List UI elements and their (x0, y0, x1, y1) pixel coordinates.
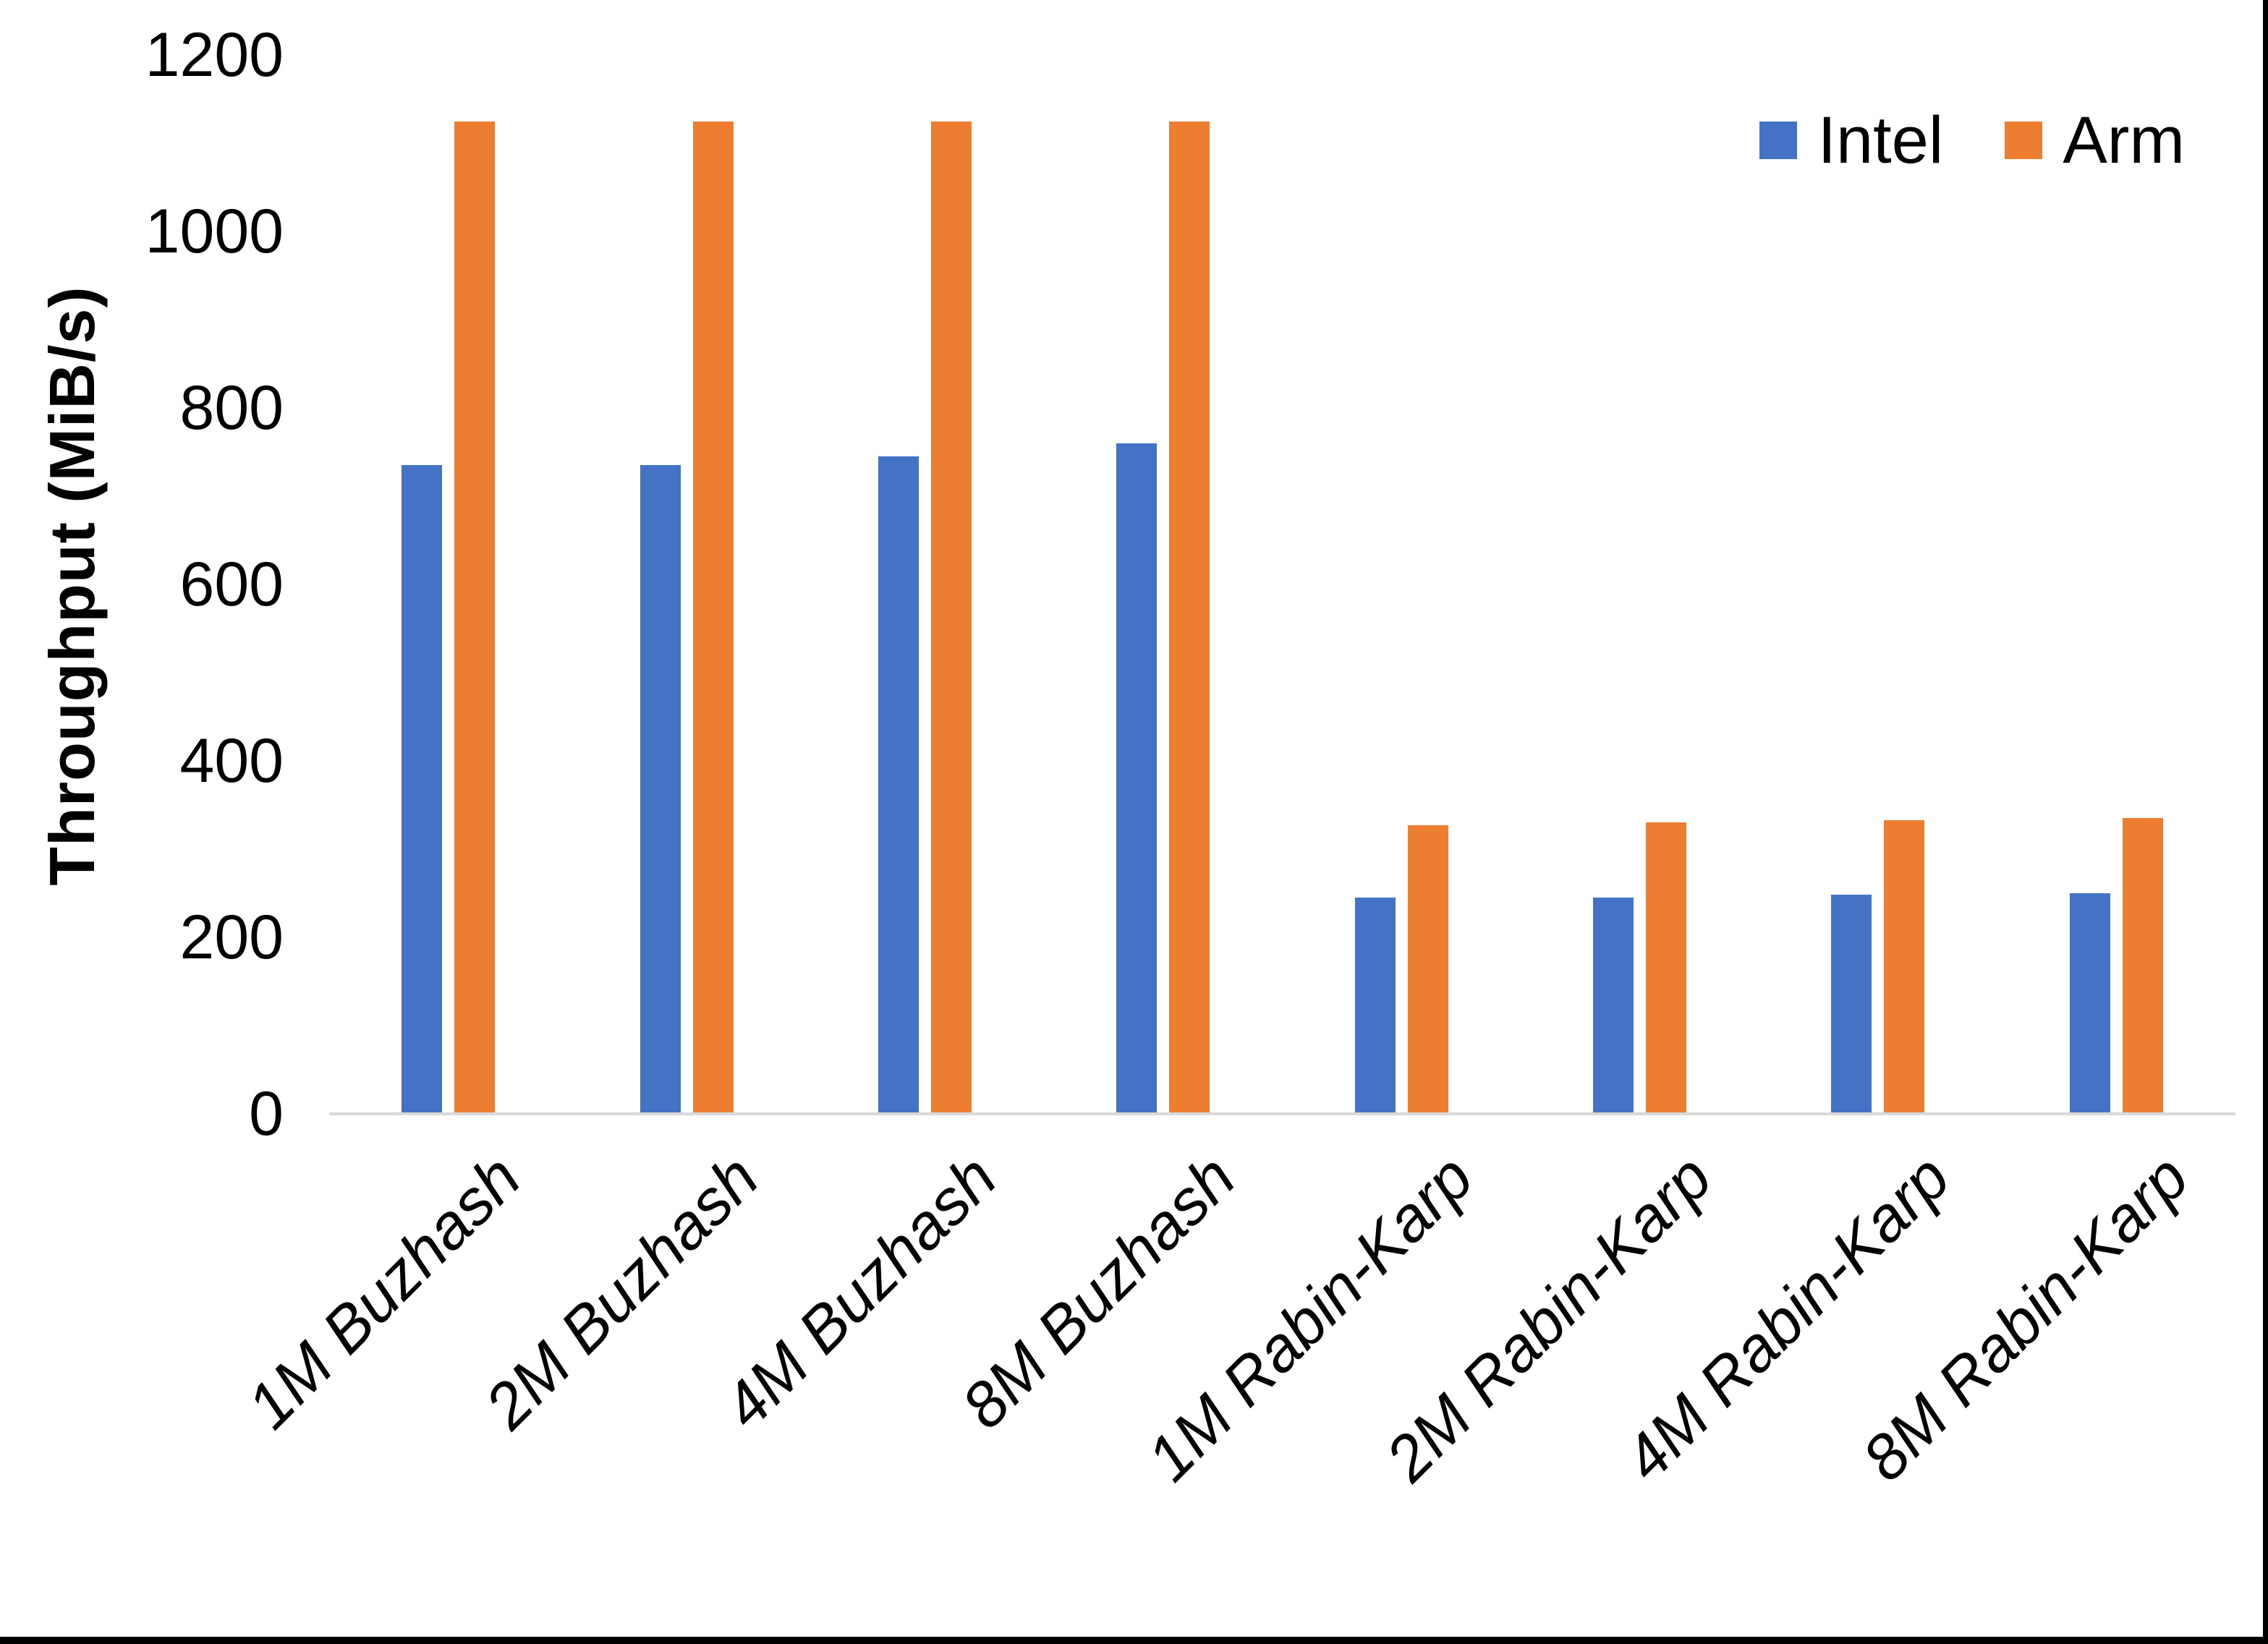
legend-swatch-icon-intel (1759, 122, 1798, 159)
legend-label-arm: Arm (2063, 103, 2185, 177)
bar-arm-8m-buzhash (1169, 121, 1210, 1114)
page-right-border (2263, 0, 2268, 1644)
y-tick-label-200: 200 (179, 903, 284, 972)
y-axis: 0 200 400 600 800 1000 1200 (43, 24, 284, 1145)
bar-intel-1m-rabin-karp (1354, 898, 1396, 1114)
y-tick-label-1200: 1200 (145, 20, 284, 90)
y-tick-label-800: 800 (179, 373, 284, 443)
bar-arm-8m-rabin-karp (2122, 818, 2163, 1114)
bar-group-8m-rabin-karp: 8M Rabin-Karp (1848, 55, 2235, 1494)
legend-swatch-icon-arm (2005, 122, 2043, 159)
y-tick-label-400: 400 (179, 726, 284, 796)
bar-intel-2m-rabin-karp (1593, 898, 1634, 1114)
legend-label-intel: Intel (1817, 103, 1944, 177)
bar-intel-8m-buzhash (1116, 443, 1158, 1114)
bar-intel-4m-buzhash (878, 456, 919, 1114)
bar-arm-2m-rabin-karp (1646, 822, 1687, 1114)
legend: Intel Arm (1759, 107, 2185, 174)
bar-arm-1m-rabin-karp (1407, 825, 1448, 1114)
x-axis-line (329, 1112, 2235, 1115)
y-tick-label-0: 0 (249, 1079, 284, 1149)
bar-intel-1m-buzhash (402, 465, 443, 1114)
bar-arm-4m-rabin-karp (1884, 819, 1925, 1114)
bar-intel-4m-rabin-karp (1831, 895, 1872, 1114)
plot-area: 1M Buzhash 2M Buzhash 4M Buzhash 8M Buzhash… (233, 55, 2235, 1494)
y-tick-label-1000: 1000 (145, 197, 284, 266)
bar-arm-2m-buzhash (692, 121, 734, 1114)
bar-group-2m-buzhash: 2M Buzhash (471, 55, 805, 1442)
bar-group-8m-buzhash: 8M Buzhash (948, 55, 1282, 1442)
page-bottom-border (0, 1637, 2268, 1644)
bar-group-1m-buzhash: 1M Buzhash (233, 55, 567, 1442)
bar-arm-4m-buzhash (930, 121, 972, 1114)
y-tick-label-600: 600 (179, 550, 284, 619)
bar-group-4m-buzhash: 4M Buzhash (709, 55, 1044, 1442)
bar-group-2m-rabin-karp: 2M Rabin-Karp (1372, 55, 1759, 1494)
bar-arm-1m-buzhash (454, 121, 496, 1114)
bar-group-1m-rabin-karp: 1M Rabin-Karp (1133, 55, 1521, 1494)
bar-intel-2m-buzhash (640, 465, 681, 1114)
legend-item-arm: Arm (2005, 107, 2185, 174)
legend-item-intel: Intel (1759, 107, 1943, 174)
bar-group-4m-rabin-karp: 4M Rabin-Karp (1610, 55, 1997, 1494)
bar-intel-8m-rabin-karp (2069, 893, 2110, 1114)
